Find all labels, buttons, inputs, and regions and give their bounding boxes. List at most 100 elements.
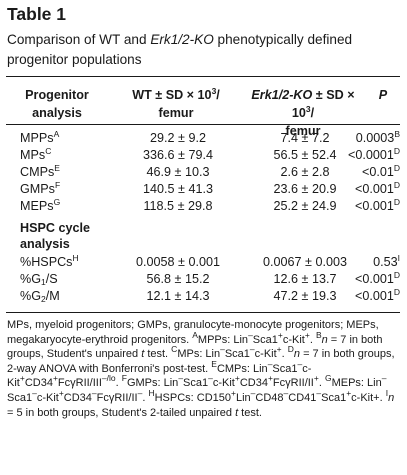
footnote-sup: + bbox=[276, 344, 282, 355]
footnote-text: c-Kit bbox=[36, 391, 59, 404]
row-label: %HSPCsH bbox=[20, 254, 79, 271]
row-ko-value: 12.6 ± 13.7 bbox=[273, 272, 337, 286]
header-ko-text: ± SD × 10 bbox=[291, 88, 355, 120]
footnote-text: c-Kit bbox=[282, 333, 305, 346]
footnote-italic: n bbox=[321, 333, 328, 346]
footnote-text: = 7 in both groups, Student's unpaired bbox=[7, 333, 383, 361]
footnote-text: . bbox=[281, 348, 288, 361]
footnote-text: = 5 in both groups, Student's 2-tailed u… bbox=[7, 406, 236, 419]
footnote-text: Sca1 bbox=[272, 362, 298, 375]
row-label-text: MPPs bbox=[20, 131, 54, 145]
row-p-text: <0.001 bbox=[354, 182, 394, 196]
row-p-value: <0.001D bbox=[348, 198, 400, 215]
footnote-text: c-Kit bbox=[212, 377, 235, 390]
footnote-text: FcγRII/III bbox=[57, 377, 102, 390]
row-label-tail: /M bbox=[45, 289, 60, 303]
row-p-text: <0.01 bbox=[361, 165, 394, 179]
footnote-text: CD41 bbox=[288, 391, 317, 404]
row-wt-value: 140.5 ± 41.3 bbox=[143, 182, 213, 196]
header-wt: WT ± SD × 103/ femur bbox=[116, 86, 236, 122]
row-label-sup: C bbox=[45, 146, 52, 156]
row-label-sub: 2 bbox=[41, 294, 46, 304]
row-label-text: %G bbox=[20, 272, 41, 286]
caption-text-2: phenotypically defined progenitor popula… bbox=[7, 32, 353, 67]
footnote-sup: H bbox=[148, 387, 155, 398]
row-label-tail: /S bbox=[45, 272, 58, 286]
header-wt-sup: 3 bbox=[211, 86, 217, 96]
footnote-text: CD48 bbox=[255, 391, 284, 404]
footnote-sup: – bbox=[381, 373, 387, 384]
footnote-sup: – bbox=[267, 358, 273, 369]
footnote-text: . bbox=[142, 391, 149, 404]
footnote-sup: – bbox=[250, 387, 256, 398]
row-p-sup: D bbox=[393, 270, 400, 280]
table-row: %HSPCsH 0.0058 ± 0.001 0.0067 ± 0.003 0.… bbox=[0, 254, 407, 271]
row-p-text: <0.001 bbox=[354, 199, 394, 213]
table-title: Table 1 bbox=[7, 4, 67, 24]
footnote-text: Sca1 bbox=[321, 391, 347, 404]
row-label-sup: E bbox=[54, 163, 60, 173]
footnote-sup: + bbox=[234, 373, 240, 384]
table-row: %G2/M 12.1 ± 14.3 47.2 ± 19.3 <0.001D bbox=[0, 288, 407, 305]
table-row: CMPsE 46.9 ± 10.3 2.6 ± 2.8 <0.01D bbox=[0, 164, 407, 181]
table-row: MPPsA 29.2 ± 9.2 7.4 ± 7.2 0.0003B bbox=[0, 130, 407, 147]
header-ko-italic: Erk1/2-KO bbox=[251, 88, 313, 102]
footnote-text: MEPs: Lin bbox=[331, 377, 382, 390]
row-label-sub: 1 bbox=[41, 277, 46, 287]
row-p-text: 0.53 bbox=[373, 255, 398, 269]
footnote-sup: A bbox=[192, 329, 198, 340]
footnote-sup: + bbox=[313, 373, 319, 384]
table-row: MEPsG 118.5 ± 29.8 25.2 ± 24.9 <0.001D bbox=[0, 198, 407, 215]
footnote-sup: – bbox=[248, 329, 253, 340]
row-ko-value: 2.6 ± 2.8 bbox=[280, 165, 330, 179]
row-p-text: <0.0001 bbox=[348, 148, 394, 162]
footnote-text: FcγRII/II bbox=[272, 377, 314, 390]
footnote-sup: + bbox=[19, 373, 25, 384]
footnote-italic: t bbox=[235, 406, 239, 419]
row-p-text: 0.0003 bbox=[355, 131, 395, 145]
row-label: GMPsF bbox=[20, 181, 60, 198]
hspc-heading-line1: HSPC cycle bbox=[20, 221, 91, 235]
row-label-sup: G bbox=[53, 197, 61, 207]
footnote-sup: + bbox=[304, 329, 310, 340]
header-progenitor-analysis: Progenitor analysis bbox=[17, 86, 97, 122]
table-caption: Comparison of WT and Erk1/2-KO phenotypi… bbox=[7, 30, 399, 70]
row-wt-value: 56.8 ± 15.2 bbox=[146, 272, 210, 286]
header-ko-slash: / bbox=[310, 106, 315, 120]
row-p-value: 0.0003B bbox=[348, 130, 400, 147]
row-ko-value: 56.5 ± 52.4 bbox=[273, 148, 337, 162]
footnote-sup: + bbox=[52, 373, 58, 384]
row-label-sup: F bbox=[54, 180, 61, 190]
footnote-sup: B bbox=[315, 329, 322, 340]
footnote-sup: F bbox=[121, 373, 127, 384]
row-p-value: 0.53I bbox=[348, 254, 400, 271]
footnote-sup: – bbox=[316, 387, 322, 398]
row-p-sup: I bbox=[397, 253, 400, 263]
footnote-text: c-Kit bbox=[7, 362, 312, 390]
row-label: MPPsA bbox=[20, 130, 59, 147]
row-ko-value: 47.2 ± 19.3 bbox=[273, 289, 337, 303]
header-progenitor-line1: Progenitor bbox=[25, 88, 89, 102]
footnote-text: Lin bbox=[235, 391, 251, 404]
header-ko-unit: femur bbox=[285, 124, 321, 138]
footnote-text: GMPs: Lin bbox=[126, 377, 179, 390]
row-p-sup: D bbox=[393, 180, 400, 190]
row-label-sup: A bbox=[53, 129, 60, 139]
footnote-sup: – bbox=[220, 344, 225, 355]
row-p-sup: D bbox=[393, 287, 400, 297]
row-label: %G1/S bbox=[20, 271, 58, 288]
header-wt-text: WT ± SD × 10 bbox=[132, 88, 212, 102]
footnote-italic: n bbox=[293, 348, 301, 361]
footnote-text: c-Kit+. bbox=[351, 391, 386, 404]
row-label-text: MPs bbox=[20, 148, 46, 162]
footnote-sup: – bbox=[283, 387, 289, 398]
footnote-sup: – bbox=[178, 373, 184, 384]
footnote-sup: D bbox=[287, 344, 294, 355]
footnote-sup: + bbox=[58, 387, 64, 398]
header-ko: Erk1/2-KO ± SD × 103/ femur bbox=[243, 86, 363, 140]
row-label-text: GMPs bbox=[20, 182, 55, 196]
row-ko-value: 0.0067 ± 0.003 bbox=[263, 255, 347, 269]
row-ko-value: 23.6 ± 20.9 bbox=[273, 182, 337, 196]
row-ko-value: 7.4 ± 7.2 bbox=[280, 131, 330, 145]
row-p-value: <0.001D bbox=[348, 288, 400, 305]
